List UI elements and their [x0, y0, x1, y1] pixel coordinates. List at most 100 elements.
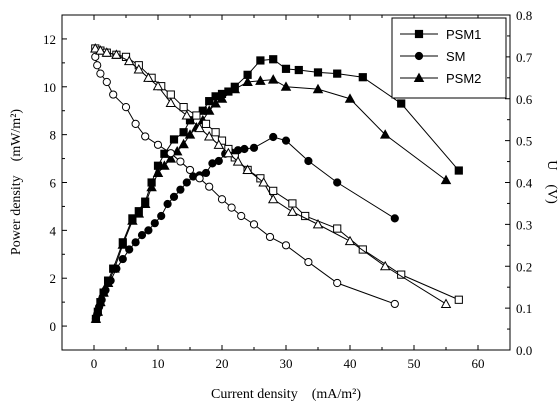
legend-label: PSM1	[446, 27, 481, 42]
data-point	[333, 278, 342, 288]
x-tick-label: 0	[91, 356, 98, 371]
data-point	[229, 83, 241, 94]
data-point	[93, 61, 102, 70]
data-point	[281, 64, 291, 73]
data-point	[240, 144, 249, 154]
data-point	[182, 178, 191, 187]
data-point	[216, 93, 228, 103]
data-point	[144, 226, 153, 235]
data-point	[249, 220, 259, 229]
data-point	[344, 235, 356, 246]
data-point	[397, 99, 406, 108]
data-point	[269, 55, 278, 64]
data-point	[358, 73, 367, 82]
data-point	[390, 214, 399, 223]
data-point	[181, 110, 193, 120]
data-point	[150, 219, 159, 228]
y-right-tick-label: 0.8	[516, 8, 532, 23]
data-point	[152, 167, 164, 177]
data-point	[90, 313, 102, 323]
x-tick-label: 40	[344, 356, 357, 371]
series-layer	[90, 43, 463, 323]
y-right-tick-label: 0.4	[516, 176, 533, 191]
series-line	[95, 136, 396, 320]
y-right-tick-label: 0.7	[516, 50, 533, 65]
data-point	[379, 129, 391, 139]
y-left-tick-label: 12	[43, 32, 56, 47]
y-left-tick-label: 2	[50, 271, 57, 286]
data-point	[304, 257, 313, 267]
data-point	[454, 166, 463, 175]
data-point	[256, 56, 265, 65]
data-point	[166, 149, 175, 158]
data-point	[163, 199, 172, 209]
data-point	[344, 93, 356, 103]
data-point	[267, 193, 279, 204]
data-point	[152, 80, 164, 91]
y-left-tick-label: 10	[43, 80, 56, 95]
data-point	[267, 74, 279, 84]
y-left-tick-label: 4	[50, 223, 57, 238]
data-point	[217, 195, 227, 204]
legend-label: PSM2	[446, 71, 481, 86]
data-point	[194, 122, 205, 133]
data-point	[333, 178, 342, 187]
legend-marker	[414, 51, 424, 61]
data-point	[171, 145, 183, 156]
data-point	[333, 69, 342, 78]
series-sm	[91, 132, 399, 323]
data-point	[185, 165, 195, 175]
data-point	[210, 98, 221, 108]
data-point	[179, 103, 188, 112]
data-point	[390, 299, 399, 309]
data-point	[96, 69, 105, 78]
data-point	[312, 83, 324, 94]
data-point	[159, 160, 170, 170]
data-point	[255, 75, 266, 85]
data-point	[333, 224, 342, 233]
data-point	[203, 105, 215, 115]
y-left-tick-label: 8	[50, 128, 57, 143]
series-open-triangle-5	[90, 43, 452, 308]
x-tick-label: 30	[280, 356, 293, 371]
y-right-tick-label: 0.0	[516, 343, 532, 358]
y-left-tick-label: 6	[50, 176, 57, 191]
data-point	[123, 55, 135, 66]
data-point	[397, 270, 406, 279]
data-point	[91, 52, 100, 61]
data-point	[141, 132, 150, 141]
data-point	[101, 47, 113, 57]
data-point	[294, 65, 303, 75]
data-point	[242, 164, 253, 174]
y-axis-label-right: U (V)	[544, 160, 559, 204]
data-point	[127, 215, 138, 225]
series-open-circle-4	[91, 52, 399, 309]
legend-items: PSM1 SM PSM2	[400, 27, 481, 86]
data-point	[269, 186, 278, 195]
legend-marker	[414, 29, 424, 39]
data-point	[287, 206, 298, 216]
x-tick-label: 10	[152, 356, 165, 371]
data-point	[92, 306, 104, 316]
data-point	[454, 295, 463, 304]
data-point	[201, 168, 211, 178]
data-point	[205, 97, 214, 106]
data-point	[102, 277, 114, 288]
data-point	[203, 131, 215, 141]
data-point	[269, 132, 278, 142]
legend-label: SM	[446, 49, 466, 64]
data-point	[178, 138, 189, 149]
data-point	[118, 254, 127, 264]
data-point	[169, 135, 179, 144]
data-point	[258, 177, 269, 187]
data-point	[265, 232, 275, 242]
data-point	[379, 260, 391, 271]
data-point	[205, 182, 214, 191]
data-point	[95, 45, 106, 55]
data-point	[214, 156, 223, 166]
data-point	[90, 43, 101, 53]
y-right-tick-label: 0.3	[516, 217, 532, 232]
data-point	[98, 287, 109, 297]
data-point	[192, 111, 201, 120]
y-axis-label-left: Power density (mW/m²)	[9, 109, 24, 255]
